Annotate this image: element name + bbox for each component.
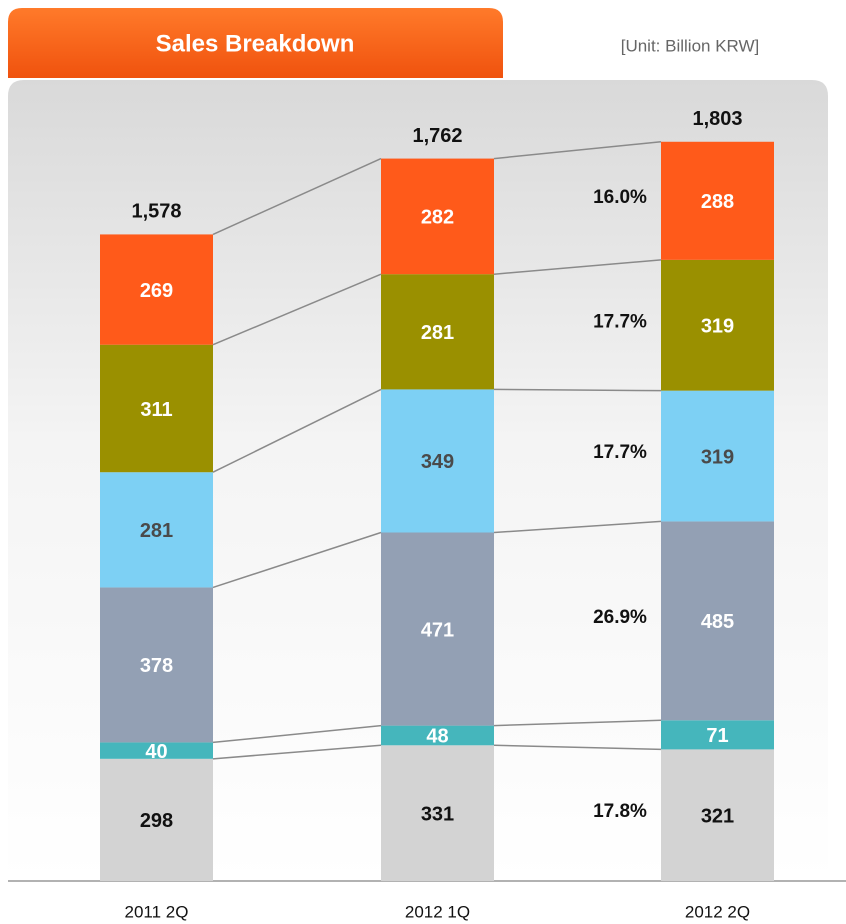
data-label: 71	[706, 725, 728, 747]
data-label: 349	[421, 451, 454, 473]
title-tab	[8, 8, 503, 78]
bar-segment	[381, 158, 494, 275]
data-label: 319	[701, 446, 734, 468]
connector-line	[493, 141, 662, 160]
bar-segment	[661, 720, 774, 750]
data-label: 298	[140, 810, 173, 832]
data-label: 331	[421, 803, 454, 825]
data-label: 281	[421, 322, 454, 344]
connector-line	[493, 744, 662, 751]
connector-line	[212, 744, 382, 760]
share-annotation: 16.0%	[593, 187, 647, 208]
connector-line	[493, 388, 662, 392]
data-label: 485	[701, 611, 734, 633]
connector-line	[212, 157, 382, 236]
data-label: 319	[701, 316, 734, 338]
unit-label: [Unit: Billion KRW]	[621, 36, 760, 55]
bar-segment	[381, 532, 494, 726]
x-tick-label: 2011 2Q	[125, 902, 189, 921]
share-annotation: 17.7%	[593, 442, 647, 463]
bar-segment	[100, 472, 213, 588]
data-label: 40	[145, 741, 167, 763]
share-annotation: 17.8%	[593, 801, 647, 822]
bar-segment	[100, 234, 213, 345]
data-label: 282	[421, 207, 454, 229]
bar-segment	[381, 725, 494, 746]
share-annotation: 26.9%	[593, 607, 647, 628]
data-label: 311	[140, 399, 172, 421]
bar-segment	[100, 344, 213, 473]
bar-segment	[381, 389, 494, 533]
total-label: 1,578	[131, 200, 181, 222]
bar-segment	[100, 742, 213, 759]
bar-segment	[381, 274, 494, 390]
connector-line	[212, 273, 382, 346]
connector-line	[212, 388, 382, 473]
connector-line	[493, 520, 662, 534]
bar-segment	[661, 521, 774, 721]
data-label: 269	[140, 280, 173, 302]
x-tick-label: 2012 1Q	[405, 902, 470, 921]
chart-title: Sales Breakdown	[156, 30, 355, 57]
bar-segment	[381, 745, 494, 881]
bar-segment	[661, 141, 774, 260]
total-label: 1,762	[412, 125, 462, 147]
bar-segment	[661, 259, 774, 391]
x-tick-label: 2012 2Q	[685, 902, 750, 921]
data-label: 471	[421, 619, 454, 641]
connector-line	[493, 719, 662, 727]
bar-segment	[100, 587, 213, 743]
data-label: 288	[701, 191, 734, 213]
data-label: 281	[140, 520, 173, 542]
bar-segment	[661, 390, 774, 522]
bar-segment	[661, 749, 774, 881]
share-annotation: 17.7%	[593, 311, 647, 332]
connector-line	[212, 724, 382, 744]
bar-segment	[100, 758, 213, 881]
data-label: 378	[140, 655, 173, 677]
connector-line	[493, 259, 662, 275]
total-label: 1,803	[692, 108, 742, 130]
data-label: 48	[426, 726, 448, 748]
data-label: 321	[701, 805, 734, 827]
connector-line	[212, 531, 382, 589]
